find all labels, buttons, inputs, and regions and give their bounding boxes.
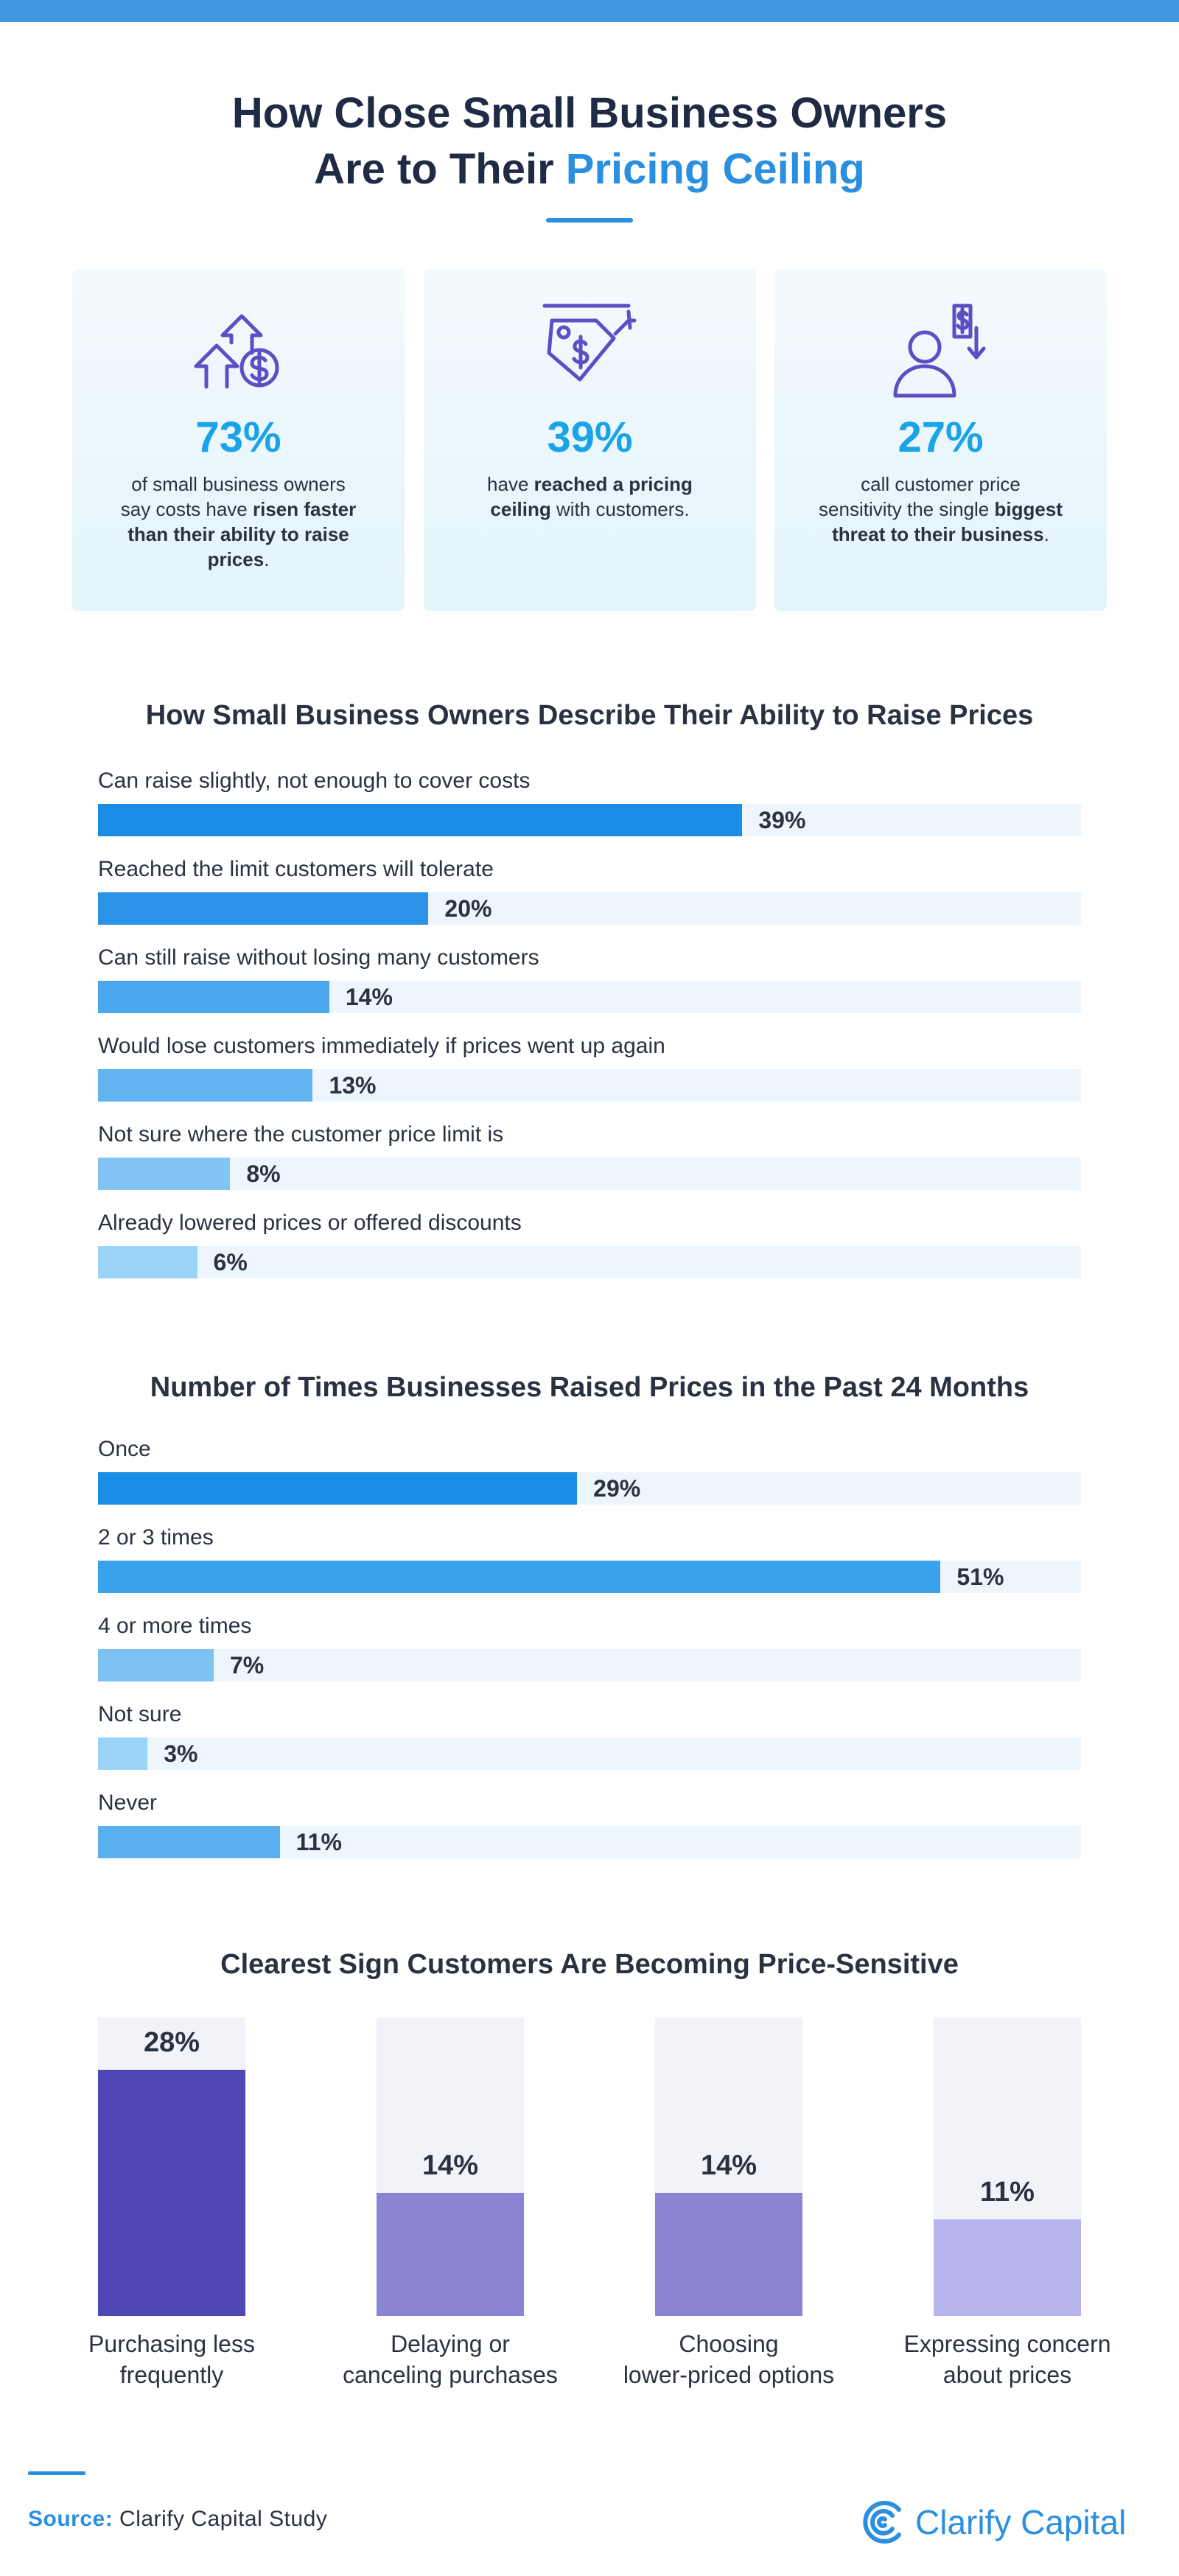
bar-category-label: Already lowered prices or offered discou… — [98, 1211, 522, 1235]
category-label-line: Expressing concern — [903, 2331, 1111, 2357]
column-category-label: Delaying or canceling purchases — [325, 2328, 575, 2390]
column-category-label: Purchasing less frequently — [46, 2328, 297, 2390]
column-track: 14% — [377, 2017, 524, 2316]
chart1-title: How Small Business Owners Describe Their… — [145, 700, 1034, 731]
bar-track: 51% — [98, 1561, 1081, 1593]
bar-track: 3% — [98, 1737, 1081, 1770]
column-value-label: 14% — [421, 2150, 479, 2182]
bar-value-label: 7% — [229, 1652, 265, 1679]
stat-pct: 39% — [547, 413, 633, 461]
stat-pct: 27% — [898, 413, 984, 461]
bar — [98, 1826, 280, 1858]
bar-value-label: 6% — [213, 1249, 248, 1275]
bar-track: 13% — [98, 1069, 1081, 1102]
bar-value-label: 20% — [444, 895, 492, 922]
bar — [98, 1158, 231, 1190]
bar-category-label: 2 or 3 times — [98, 1525, 214, 1550]
stat-text: have reached a pricing ceiling with cust… — [487, 473, 693, 520]
column-track: 14% — [655, 2017, 802, 2316]
bar — [98, 1649, 214, 1681]
category-label-line: Purchasing less — [88, 2331, 255, 2357]
bar-value-label: 11% — [295, 1829, 342, 1855]
bar-track: 14% — [98, 981, 1081, 1013]
bar-track: 7% — [98, 1649, 1081, 1681]
bar-value-label: 13% — [329, 1072, 377, 1099]
source-text: Clarify Capital Study — [119, 2507, 328, 2531]
bar-category-label: Reached the limit customers will tolerat… — [98, 857, 494, 881]
category-label-line: Choosing — [679, 2331, 779, 2357]
bar-track: 39% — [98, 804, 1081, 836]
stat-pct: 73% — [195, 413, 281, 461]
bar — [98, 981, 329, 1013]
bar-category-label: 4 or more times — [98, 1614, 252, 1638]
top-accent-bar — [0, 0, 1179, 22]
title-prefix: Are to Their — [314, 145, 566, 193]
bar-value-label: 8% — [246, 1161, 281, 1187]
bar-value-label: 14% — [345, 984, 393, 1010]
brand-logo: Clarify Capital — [862, 2496, 1126, 2548]
bar-category-label: Not sure — [98, 1702, 182, 1726]
column-category-label: Choosing lower-priced options — [604, 2328, 854, 2390]
bar-category-label: Can raise slightly, not enough to cover … — [98, 769, 531, 793]
chart3-title: Clearest Sign Customers Are Becoming Pri… — [220, 1949, 959, 1980]
column-value-label: 28% — [143, 2027, 200, 2059]
page-title-line1: How Close Small Business Owners — [231, 89, 948, 137]
category-label-line: Delaying or — [391, 2331, 510, 2357]
category-label-line: frequently — [119, 2362, 224, 2388]
bar-track: 11% — [98, 1826, 1081, 1858]
column-track: 28% — [98, 2017, 245, 2316]
column-bar — [934, 2219, 1081, 2316]
column-bar — [98, 2070, 245, 2316]
bar-category-label: Never — [98, 1791, 158, 1815]
stat-card-costs: 73% of small business owners say costs h… — [72, 269, 405, 611]
category-label-line: lower-priced options — [623, 2362, 835, 2388]
bar-track: 20% — [98, 892, 1081, 925]
bar — [98, 1472, 578, 1505]
bar — [98, 1561, 941, 1593]
arrows-dollar-icon — [194, 314, 279, 389]
title-highlight: Pricing Ceiling — [565, 145, 865, 193]
stat-text: of small business owners say costs have … — [120, 473, 357, 570]
stat-text: call customer price sensitivity the sing… — [819, 473, 1063, 545]
bar — [98, 892, 429, 925]
footer-accent-line — [28, 2471, 85, 2475]
bar-value-label: 39% — [758, 807, 806, 833]
page-title-line2: Are to Their Pricing Ceiling — [0, 141, 1179, 197]
column-value-label: 14% — [700, 2150, 758, 2182]
source-label: Source: — [28, 2507, 113, 2531]
bar-category-label: Not sure where the customer price limit … — [98, 1122, 504, 1147]
bar-value-label: 29% — [593, 1475, 641, 1502]
bar-track: 8% — [98, 1158, 1081, 1190]
price-tag-icon — [542, 304, 637, 382]
category-label-line: canceling purchases — [343, 2362, 558, 2388]
column-bar — [655, 2193, 802, 2316]
customer-price-icon — [893, 304, 986, 398]
bar-value-label: 3% — [164, 1740, 198, 1767]
brand-name: Clarify Capital — [915, 2503, 1127, 2541]
source-note: Source: Clarify Capital Study — [28, 2507, 327, 2532]
stat-card-sensitivity: 27% call customer price sensitivity the … — [774, 269, 1107, 611]
bar — [98, 1246, 197, 1278]
column-bar — [377, 2193, 524, 2316]
stat-card-ceiling: 39% have reached a pricing ceiling with … — [424, 269, 756, 611]
category-label-line: about prices — [942, 2362, 1072, 2388]
brand-mark-icon — [863, 2501, 901, 2544]
title-underline — [546, 218, 633, 223]
bar-value-label: 51% — [956, 1564, 1004, 1590]
bar-category-label: Can still raise without losing many cust… — [98, 945, 539, 970]
bar-category-label: Would lose customers immediately if pric… — [98, 1034, 665, 1058]
bar-track: 6% — [98, 1246, 1081, 1278]
bar-track: 29% — [98, 1472, 1081, 1505]
bar — [98, 1737, 148, 1770]
chart2-title: Number of Times Businesses Raised Prices… — [150, 1372, 1029, 1403]
column-track: 11% — [934, 2017, 1081, 2316]
column-category-label: Expressing concern about prices — [882, 2328, 1133, 2390]
bar — [98, 1069, 313, 1102]
bar — [98, 804, 743, 836]
bar-category-label: Once — [98, 1437, 151, 1461]
column-value-label: 11% — [980, 2176, 1035, 2208]
